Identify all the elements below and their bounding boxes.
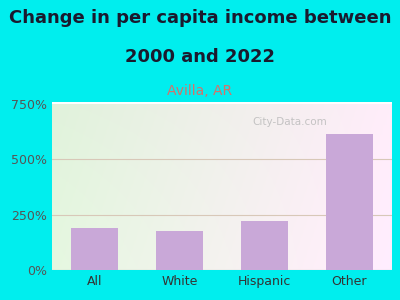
Bar [241, 221, 288, 270]
Bar [326, 134, 373, 270]
Bar [156, 231, 203, 270]
Text: Avilla, AR: Avilla, AR [168, 84, 232, 98]
Text: City-Data.com: City-Data.com [253, 117, 327, 127]
Bar [71, 228, 118, 270]
Text: Change in per capita income between: Change in per capita income between [9, 9, 391, 27]
Text: 2000 and 2022: 2000 and 2022 [125, 48, 275, 66]
